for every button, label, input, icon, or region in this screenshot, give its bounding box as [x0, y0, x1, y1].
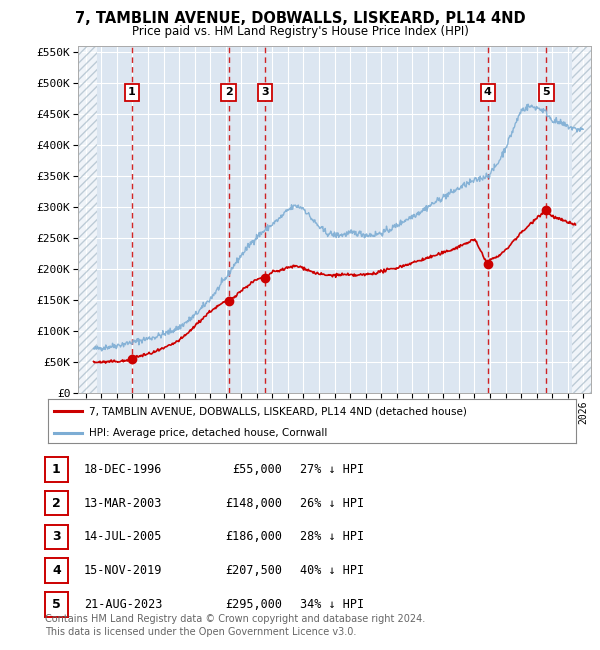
Text: 2: 2	[52, 497, 61, 510]
Text: Price paid vs. HM Land Registry's House Price Index (HPI): Price paid vs. HM Land Registry's House …	[131, 25, 469, 38]
Text: 3: 3	[261, 88, 269, 97]
Text: 2: 2	[225, 88, 233, 97]
Text: 4: 4	[484, 88, 492, 97]
Text: 5: 5	[542, 88, 550, 97]
Text: 7, TAMBLIN AVENUE, DOBWALLS, LISKEARD, PL14 4ND (detached house): 7, TAMBLIN AVENUE, DOBWALLS, LISKEARD, P…	[89, 406, 467, 416]
Text: 1: 1	[52, 463, 61, 476]
Text: 1: 1	[128, 88, 136, 97]
Text: 4: 4	[52, 564, 61, 577]
Text: 5: 5	[52, 598, 61, 611]
Text: 26% ↓ HPI: 26% ↓ HPI	[300, 497, 364, 510]
Text: 3: 3	[52, 530, 61, 543]
Text: 34% ↓ HPI: 34% ↓ HPI	[300, 598, 364, 611]
Text: £207,500: £207,500	[225, 564, 282, 577]
Text: 15-NOV-2019: 15-NOV-2019	[84, 564, 163, 577]
Text: 21-AUG-2023: 21-AUG-2023	[84, 598, 163, 611]
Text: This data is licensed under the Open Government Licence v3.0.: This data is licensed under the Open Gov…	[45, 627, 356, 637]
Text: £295,000: £295,000	[225, 598, 282, 611]
Text: £55,000: £55,000	[232, 463, 282, 476]
Text: Contains HM Land Registry data © Crown copyright and database right 2024.: Contains HM Land Registry data © Crown c…	[45, 614, 425, 624]
Text: HPI: Average price, detached house, Cornwall: HPI: Average price, detached house, Corn…	[89, 428, 328, 438]
Text: 14-JUL-2005: 14-JUL-2005	[84, 530, 163, 543]
Text: 7, TAMBLIN AVENUE, DOBWALLS, LISKEARD, PL14 4ND: 7, TAMBLIN AVENUE, DOBWALLS, LISKEARD, P…	[74, 11, 526, 26]
Text: £186,000: £186,000	[225, 530, 282, 543]
Text: £148,000: £148,000	[225, 497, 282, 510]
Text: 40% ↓ HPI: 40% ↓ HPI	[300, 564, 364, 577]
Text: 27% ↓ HPI: 27% ↓ HPI	[300, 463, 364, 476]
Text: 18-DEC-1996: 18-DEC-1996	[84, 463, 163, 476]
Text: 13-MAR-2003: 13-MAR-2003	[84, 497, 163, 510]
Text: 28% ↓ HPI: 28% ↓ HPI	[300, 530, 364, 543]
